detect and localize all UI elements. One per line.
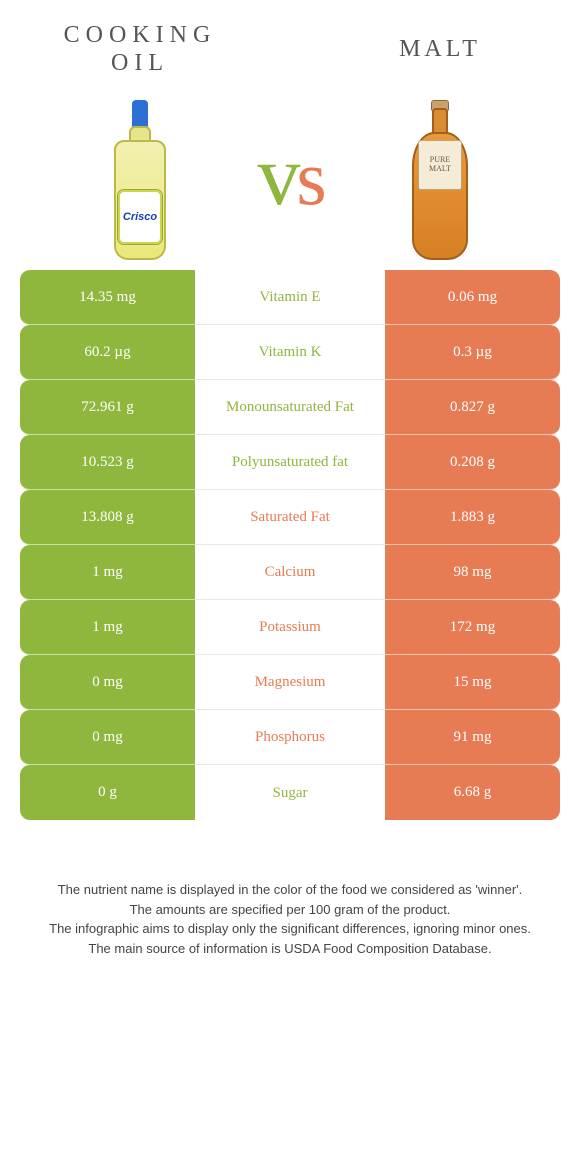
nutrient-name: Calcium (195, 545, 385, 600)
footer-notes: The nutrient name is displayed in the co… (0, 880, 580, 958)
left-value: 1 mg (20, 545, 195, 600)
table-row: 13.808 gSaturated Fat1.883 g (20, 490, 560, 545)
left-side: Cooking Oil Crisco (40, 20, 240, 260)
right-value: 172 mg (385, 600, 560, 655)
left-value: 13.808 g (20, 490, 195, 545)
table-row: 10.523 gPolyunsaturated fat0.208 g (20, 435, 560, 490)
right-title: Malt (399, 20, 481, 80)
right-value: 1.883 g (385, 490, 560, 545)
table-row: 0 mgPhosphorus91 mg (20, 710, 560, 765)
nutrient-table-wrap: 14.35 mgVitamin E0.06 mg60.2 µgVitamin K… (0, 260, 580, 820)
nutrient-name: Sugar (195, 765, 385, 820)
left-value: 0 mg (20, 710, 195, 765)
right-value: 6.68 g (385, 765, 560, 820)
left-value: 60.2 µg (20, 325, 195, 380)
nutrient-name: Vitamin E (195, 270, 385, 325)
footer-line: The main source of information is USDA F… (40, 939, 540, 959)
cooking-oil-icon: Crisco (109, 100, 171, 260)
footer-line: The amounts are specified per 100 gram o… (40, 900, 540, 920)
nutrient-name: Vitamin K (195, 325, 385, 380)
left-value: 0 g (20, 765, 195, 820)
nutrient-table: 14.35 mgVitamin E0.06 mg60.2 µgVitamin K… (20, 270, 560, 820)
left-value: 72.961 g (20, 380, 195, 435)
oil-product-label: Crisco (118, 190, 162, 244)
footer-line: The infographic aims to display only the… (40, 919, 540, 939)
right-value: 0.3 µg (385, 325, 560, 380)
table-row: 1 mgPotassium172 mg (20, 600, 560, 655)
left-value: 0 mg (20, 655, 195, 710)
left-title: Cooking Oil (40, 20, 240, 80)
left-value: 14.35 mg (20, 270, 195, 325)
footer-line: The nutrient name is displayed in the co… (40, 880, 540, 900)
table-row: 14.35 mgVitamin E0.06 mg (20, 270, 560, 325)
table-row: 0 mgMagnesium15 mg (20, 655, 560, 710)
vs-label: vs (257, 132, 322, 218)
table-row: 1 mgCalcium98 mg (20, 545, 560, 600)
nutrient-name: Monounsaturated Fat (195, 380, 385, 435)
nutrient-name: Magnesium (195, 655, 385, 710)
right-value: 15 mg (385, 655, 560, 710)
nutrient-name: Potassium (195, 600, 385, 655)
table-row: 0 gSugar6.68 g (20, 765, 560, 820)
right-value: 91 mg (385, 710, 560, 765)
right-image-slot: PURE MALT (407, 80, 473, 260)
nutrient-name: Saturated Fat (195, 490, 385, 545)
table-row: 60.2 µgVitamin K0.3 µg (20, 325, 560, 380)
right-value: 0.827 g (385, 380, 560, 435)
nutrient-name: Polyunsaturated fat (195, 435, 385, 490)
right-value: 0.208 g (385, 435, 560, 490)
right-value: 0.06 mg (385, 270, 560, 325)
left-value: 1 mg (20, 600, 195, 655)
comparison-header: Cooking Oil Crisco vs Malt PURE MALT (0, 0, 580, 260)
malt-product-label: PURE MALT (418, 140, 462, 190)
right-side: Malt PURE MALT (340, 20, 540, 260)
left-value: 10.523 g (20, 435, 195, 490)
nutrient-name: Phosphorus (195, 710, 385, 765)
table-row: 72.961 gMonounsaturated Fat0.827 g (20, 380, 560, 435)
right-value: 98 mg (385, 545, 560, 600)
left-image-slot: Crisco (109, 80, 171, 260)
malt-bottle-icon: PURE MALT (407, 100, 473, 260)
